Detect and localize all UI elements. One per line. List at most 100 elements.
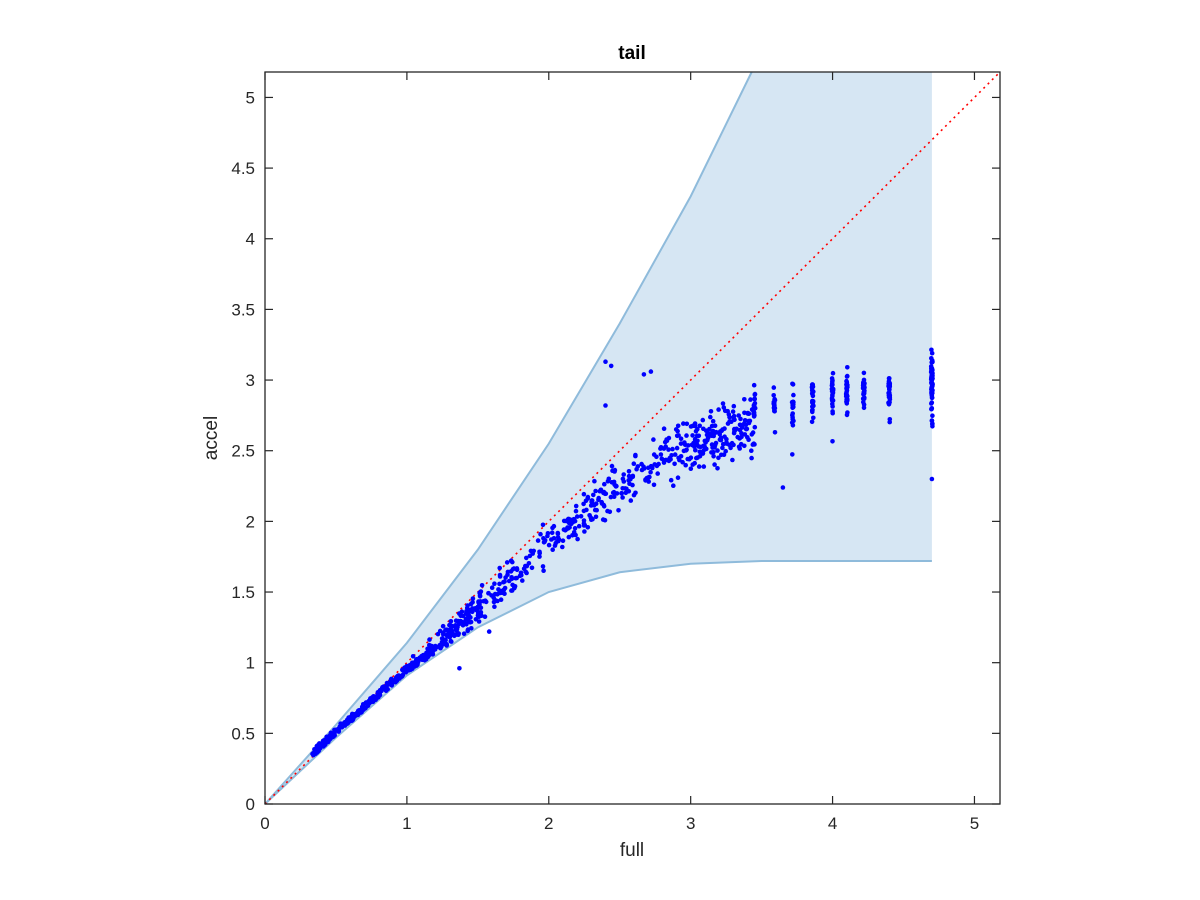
data-point [716,407,721,412]
data-point [489,585,495,590]
data-point [332,733,338,738]
data-point [443,627,449,632]
data-point [372,697,378,702]
data-point [435,631,441,637]
data-point [600,517,606,522]
data-point [357,710,362,715]
data-point [588,515,593,520]
data-point [520,578,525,583]
data-point [732,417,737,423]
x-tick-label: 1 [402,814,411,833]
data-point [929,476,935,482]
reference-line [264,71,1001,805]
data-point [738,416,743,422]
data-point [680,459,685,465]
data-point [789,420,795,425]
data-point [379,687,385,692]
data-point [465,612,471,618]
data-point [353,712,359,717]
data-point [581,508,587,514]
data-point [742,432,748,437]
data-point [403,669,409,674]
data-point [845,384,850,390]
data-point [929,347,934,353]
band-lower-edge [264,559,932,805]
data-point [738,422,743,428]
data-point [712,462,717,467]
data-point [723,448,728,454]
data-point [479,583,485,588]
data-point [742,421,747,426]
data-point [771,385,777,390]
data-point [711,449,716,455]
data-point [717,437,723,443]
data-point [830,410,835,416]
data-point [449,639,454,644]
data-point [648,369,654,374]
data-point [407,667,413,672]
data-point [621,479,627,484]
data-point [715,466,720,471]
data-point [613,484,619,489]
data-point [470,600,475,605]
data-point [747,418,753,424]
y-tick-label: 2.5 [231,442,255,461]
data-point [555,535,561,540]
data-point [694,440,699,446]
plot-frame [264,71,1001,805]
data-point [697,449,703,455]
data-point [693,428,699,434]
data-point [641,464,646,470]
data-point [731,442,736,448]
data-point [930,413,935,419]
data-point [538,531,543,537]
x-tick-label: 0 [260,814,269,833]
data-point [477,591,483,596]
data-point [771,393,776,398]
data-point [620,495,625,500]
data-point [675,423,681,429]
data-point [519,572,524,578]
data-point [704,432,710,438]
data-point [478,605,484,610]
chart-title: tail [618,43,645,64]
data-point [605,508,610,514]
data-point [688,424,694,429]
data-point [721,452,727,458]
data-point [602,481,607,487]
data-point [601,489,607,495]
data-point [666,447,671,452]
data-point [417,655,423,660]
data-point [454,623,460,629]
data-point [582,529,587,534]
data-point [400,672,406,678]
data-point [465,628,471,634]
data-point [509,588,514,593]
data-point [603,403,608,408]
data-point [414,663,419,668]
data-point [684,433,689,438]
data-point [675,475,681,481]
tick-marks [264,72,1000,805]
data-point [790,412,795,418]
y-tick-label: 3 [246,371,255,390]
y-tick-label: 1 [246,654,255,673]
data-point [713,430,718,436]
data-point [861,370,867,376]
data-point [694,455,699,461]
data-point [609,463,615,469]
data-point [683,462,688,468]
data-point [551,536,557,541]
data-point [751,404,757,410]
data-point [731,403,737,409]
data-point [751,382,757,388]
identity-line [264,71,1001,805]
x-tick-label: 4 [828,814,837,833]
data-point [537,550,542,556]
data-point [663,444,668,449]
data-point [573,503,579,509]
data-point [688,455,694,461]
y-tick-label: 5 [246,88,255,107]
data-point [712,442,717,448]
data-point [929,356,934,361]
